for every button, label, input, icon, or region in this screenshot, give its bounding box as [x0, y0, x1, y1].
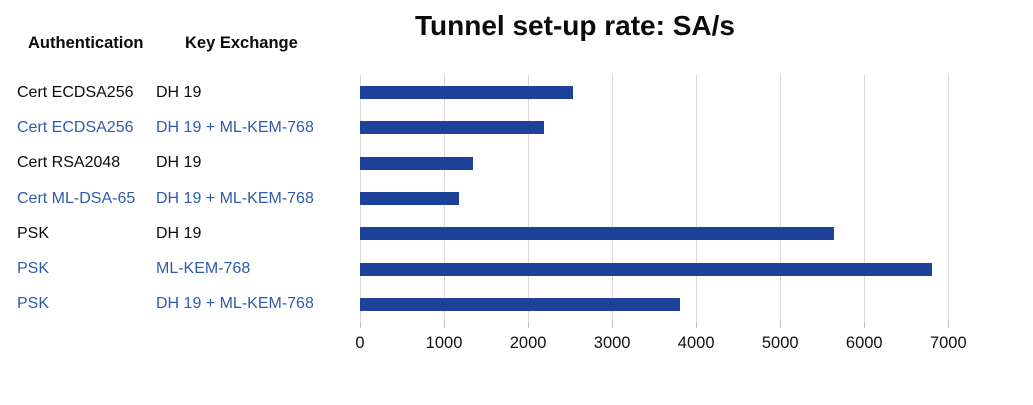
bar-cert-rsa2048-dh-19: [360, 156, 474, 170]
key-exchange-label: DH 19 + ML-KEM-768: [156, 189, 314, 207]
column-header-authentication: Authentication: [28, 34, 144, 52]
gridline-2000: [528, 75, 530, 322]
table-row: PSK ML-KEM-768: [0, 251, 360, 286]
key-exchange-label: DH 19 + ML-KEM-768: [156, 295, 314, 313]
table-row: PSK DH 19: [0, 216, 360, 251]
gridline-6000: [864, 75, 866, 322]
authentication-label: PSK: [17, 260, 50, 278]
bar-cert-ecdsa256-dh-19-ml-kem-768: [360, 121, 545, 135]
x-axis-label: 1000: [425, 334, 463, 352]
axis-tick-2000: [528, 322, 530, 328]
x-axis-label: 7000: [929, 334, 967, 352]
table-row: PSK DH 19 + ML-KEM-768: [0, 287, 360, 322]
table-row: Cert RSA2048 DH 19: [0, 146, 360, 181]
axis-tick-6000: [864, 322, 866, 328]
bar-cert-ecdsa256-dh-19: [360, 86, 573, 100]
axis-tick-3000: [612, 322, 614, 328]
key-exchange-label: DH 19: [156, 154, 202, 172]
table-row: Cert ECDSA256 DH 19: [0, 75, 360, 110]
bar-cert-ml-dsa-65-dh-19-ml-kem-768: [360, 192, 460, 206]
axis-tick-7000: [948, 322, 950, 328]
authentication-label: PSK: [17, 224, 50, 242]
axis-tick-5000: [780, 322, 782, 328]
key-exchange-label: DH 19 + ML-KEM-768: [156, 118, 314, 136]
key-exchange-label: DH 19: [156, 224, 202, 242]
bar-psk-ml-kem-768: [360, 262, 933, 276]
key-exchange-label: DH 19: [156, 83, 202, 101]
bar-psk-dh-19: [360, 227, 834, 241]
x-axis-label: 0: [355, 334, 365, 352]
x-axis-label: 4000: [677, 334, 715, 352]
plot-area: [360, 75, 953, 328]
authentication-label: PSK: [17, 295, 50, 313]
x-axis-label: 5000: [761, 334, 799, 352]
authentication-label: Cert RSA2048: [17, 154, 121, 172]
gridline-7000: [948, 75, 950, 322]
axis-tick-0: [360, 322, 361, 328]
key-exchange-label: ML-KEM-768: [156, 260, 251, 278]
axis-tick-4000: [696, 322, 698, 328]
gridline-3000: [612, 75, 614, 322]
authentication-label: Cert ECDSA256: [17, 118, 134, 136]
x-axis-label: 2000: [509, 334, 547, 352]
x-axis-label: 6000: [845, 334, 883, 352]
x-axis-label: 3000: [593, 334, 631, 352]
authentication-label: Cert ECDSA256: [17, 83, 134, 101]
column-header-key-exchange: Key Exchange: [185, 34, 298, 52]
x-axis-tick-labels: 0 1000 2000 3000 4000 5000 6000 7000: [0, 334, 1033, 358]
chart-title: Tunnel set-up rate: SA/s: [415, 10, 735, 41]
gridline-5000: [780, 75, 782, 322]
bar-psk-dh-19-ml-kem-768: [360, 297, 681, 311]
authentication-label: Cert ML-DSA-65: [17, 189, 136, 207]
axis-tick-1000: [444, 322, 446, 328]
table-row: Cert ECDSA256 DH 19 + ML-KEM-768: [0, 110, 360, 145]
row-labels-table: Cert ECDSA256 DH 19 Cert ECDSA256 DH 19 + M…: [0, 75, 360, 322]
table-row: Cert ML-DSA-65 DH 19 + ML-KEM-768: [0, 181, 360, 216]
gridline-4000: [696, 75, 698, 322]
